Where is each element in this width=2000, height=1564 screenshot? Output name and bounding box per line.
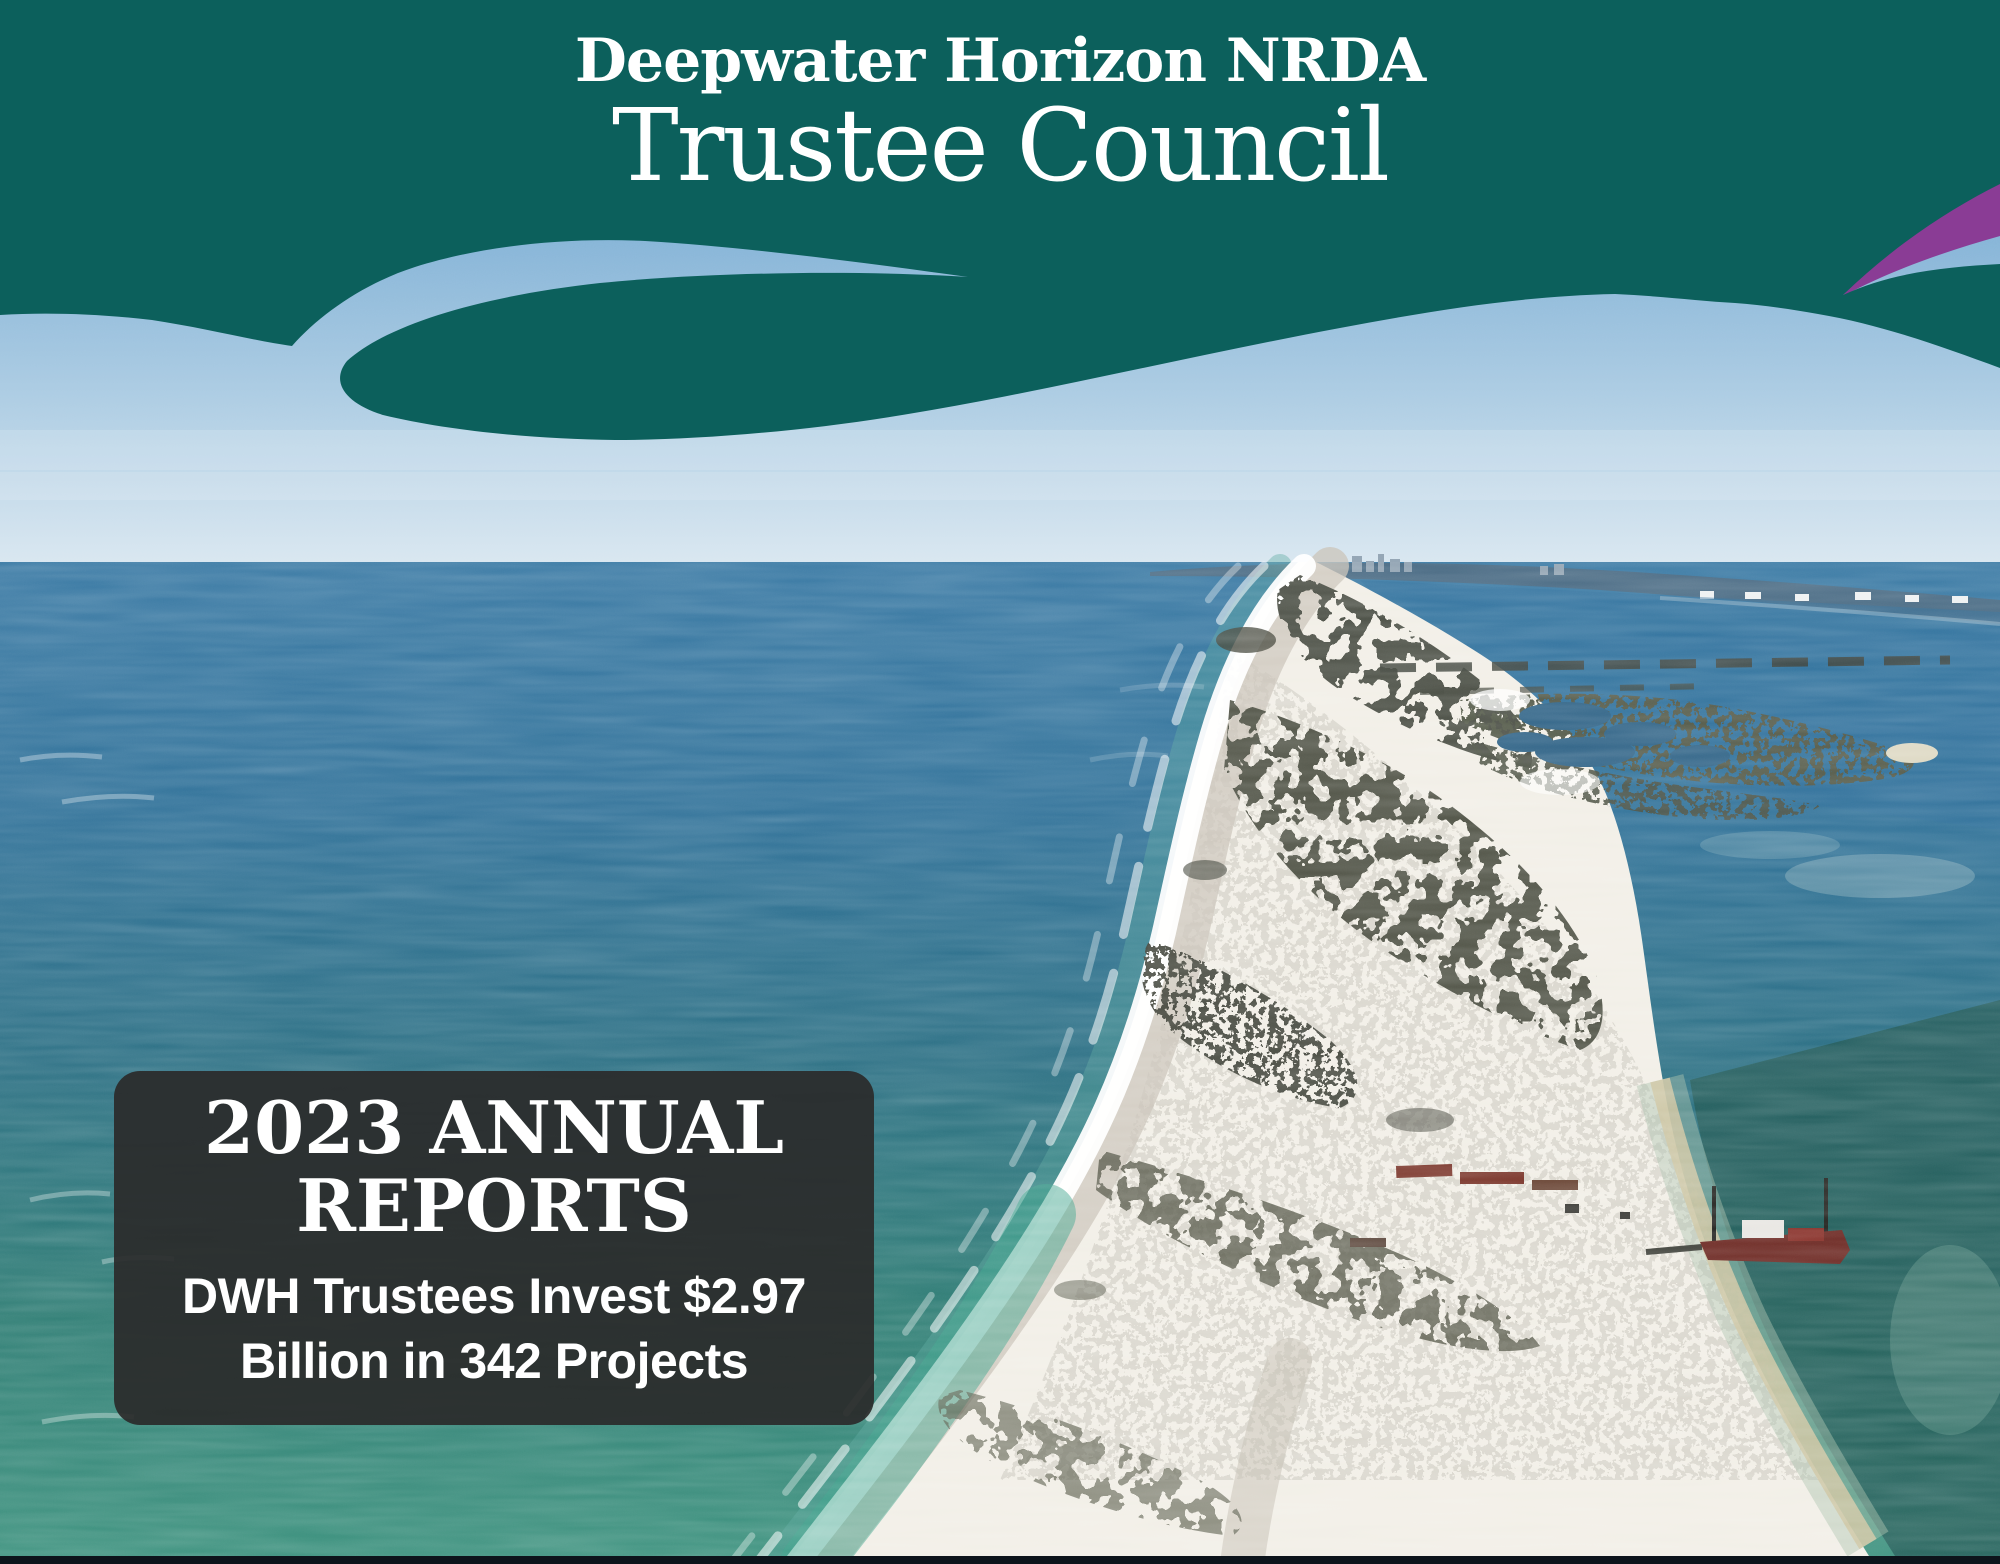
wave-banner	[0, 0, 2000, 440]
card-subtitle-line-2: Billion in 342 Projects	[239, 1332, 749, 1389]
teal-wave	[0, 0, 2000, 440]
purple-accent-ribbon	[1843, 181, 2000, 295]
annual-reports-card: 2023 ANNUAL REPORTS DWH Trustees Invest …	[114, 1071, 874, 1425]
wordmark-title: Trustee Council	[611, 87, 1390, 204]
next-section-edge	[0, 1556, 2000, 1564]
wordmark-eyebrow: Deepwater Horizon NRDA	[574, 26, 1426, 96]
card-subtitle-line-1: DWH Trustees Invest $2.97	[182, 1267, 806, 1324]
site-wordmark: Deepwater Horizon NRDA Trustee Council	[0, 0, 2000, 197]
card-title-line-2: REPORTS	[296, 1163, 692, 1249]
card-title-line-1: 2023 ANNUAL	[203, 1085, 784, 1170]
